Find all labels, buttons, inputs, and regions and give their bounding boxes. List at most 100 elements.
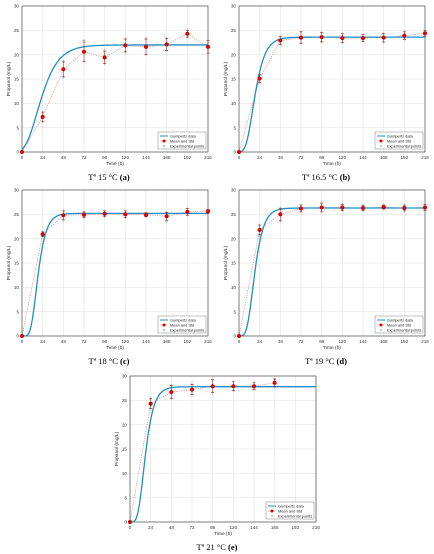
legend-swatch-mean [379, 323, 383, 327]
x-tick-label: 120 [229, 525, 237, 530]
mean-point [123, 43, 128, 48]
mean-point [319, 205, 324, 210]
x-tick-label: 96 [102, 155, 108, 160]
legend-label: Experimental points [278, 513, 312, 518]
mean-point [205, 209, 211, 214]
x-tick-label: 0 [21, 339, 24, 344]
x-tick-label: 216 [204, 339, 212, 344]
mean-point [61, 213, 66, 218]
x-tick-label: 144 [359, 339, 367, 344]
x-tick-label: 72 [298, 155, 304, 160]
x-tick-label: 96 [319, 339, 325, 344]
legend-box [374, 131, 424, 150]
x-tick-label: 96 [319, 155, 325, 160]
mean-point [143, 212, 149, 217]
plot-frame [21, 189, 209, 337]
mean-point [127, 519, 133, 525]
mean-point [272, 380, 277, 385]
y-axis-label: Propanol (mg/L) [223, 245, 229, 280]
mean-point [298, 35, 304, 40]
legend-label: Mean and Std [170, 138, 194, 143]
y-tick-label: 5 [233, 125, 236, 130]
mean-point [340, 205, 345, 210]
x-tick-label: 24 [257, 155, 263, 160]
mean-point [164, 42, 169, 47]
y-tick-label: 0 [233, 150, 236, 155]
legend-label: Mean and Std [387, 138, 411, 143]
y-tick-label: 0 [233, 334, 236, 339]
mean-point [381, 35, 386, 40]
x-tick-label: 192 [400, 339, 408, 344]
x-tick-label: 0 [238, 155, 241, 160]
x-tick-label: 120 [121, 155, 129, 160]
mean-point [251, 384, 257, 389]
mean-point [236, 333, 242, 339]
x-tick-label: 24 [40, 339, 46, 344]
legend-label: Experimental points [387, 143, 421, 148]
mean-point [422, 205, 428, 210]
y-tick-label: 30 [122, 374, 128, 379]
gompertz-curve [238, 36, 425, 153]
mean-point [210, 384, 215, 389]
y-tick-label: 5 [16, 125, 19, 130]
x-tick-label: 144 [250, 525, 258, 530]
y-tick-label: 30 [231, 188, 237, 193]
mean-point [164, 214, 169, 219]
legend-swatch-mean [379, 139, 383, 143]
legend-box [265, 501, 315, 520]
x-tick-label: 192 [400, 155, 408, 160]
chart-d-plot: 0 24 48 72 96 120 144 168 192 216 0 5 10 15 20 25 30 Time… [223, 188, 429, 351]
mean-point [257, 76, 262, 81]
x-tick-label: 96 [102, 339, 108, 344]
mean-point [19, 149, 25, 155]
y-tick-label: 15 [231, 261, 237, 266]
x-axis-label: Time (h) [106, 345, 124, 351]
mean-point [102, 211, 107, 216]
chart-e-caption: Tª 21 °C (e) [196, 542, 238, 552]
y-tick-label: 10 [14, 285, 20, 290]
x-axis-label: Time (h) [323, 161, 341, 167]
x-tick-label: 0 [238, 339, 241, 344]
y-tick-label: 20 [231, 236, 237, 241]
mean-point [278, 38, 283, 43]
chart-b-plot: 0 24 48 72 96 120 144 168 192 216 0 5 10 15 20 25 30 Time… [223, 4, 429, 167]
gompertz-curve [129, 386, 316, 523]
chart-d-caption: Tª 19 °C (d) [305, 356, 347, 366]
legend-label: Mean and Std [387, 322, 411, 327]
y-tick-label: 10 [122, 471, 128, 476]
mean-point [143, 44, 149, 49]
chart-a-caption: Tª 15 °C (a) [88, 172, 130, 182]
mean-point [319, 35, 324, 40]
mean-point [360, 205, 366, 211]
y-tick-label: 25 [122, 398, 128, 403]
y-tick-label: 10 [231, 101, 237, 106]
y-tick-label: 5 [233, 309, 236, 314]
legend-swatch-experimental [379, 328, 383, 332]
x-tick-label: 72 [81, 155, 87, 160]
chart-panel-c: 0 24 48 72 96 120 144 168 192 216 0 5 10 15 20 25 30 Time… [4, 186, 214, 368]
legend-swatch-mean [270, 509, 274, 513]
y-tick-label: 25 [231, 212, 237, 217]
x-tick-label: 192 [183, 155, 191, 160]
mean-point [231, 384, 236, 389]
x-tick-label: 168 [271, 525, 279, 530]
x-tick-label: 216 [421, 155, 429, 160]
x-tick-label: 72 [298, 339, 304, 344]
x-tick-label: 192 [291, 525, 299, 530]
x-tick-label: 216 [204, 155, 212, 160]
plot-frame [21, 5, 209, 153]
mean-point [40, 232, 45, 237]
mean-point [236, 149, 242, 155]
x-tick-label: 48 [169, 525, 175, 530]
x-tick-label: 216 [312, 525, 320, 530]
mean-point [123, 212, 128, 217]
chart-c-plot: 0 24 48 72 96 120 144 168 192 216 0 5 10 15 20 25 30 Time… [6, 188, 212, 351]
x-tick-label: 120 [338, 155, 346, 160]
mean-point [360, 36, 366, 41]
legend-label: Gompertz data [170, 133, 197, 138]
x-axis-label: Time (h) [106, 161, 124, 167]
x-tick-label: 72 [81, 339, 87, 344]
x-tick-label: 168 [163, 155, 171, 160]
y-tick-label: 0 [16, 150, 19, 155]
chart-panel-d: 0 24 48 72 96 120 144 168 192 216 0 5 10 15 20 25 30 Time… [221, 186, 431, 368]
